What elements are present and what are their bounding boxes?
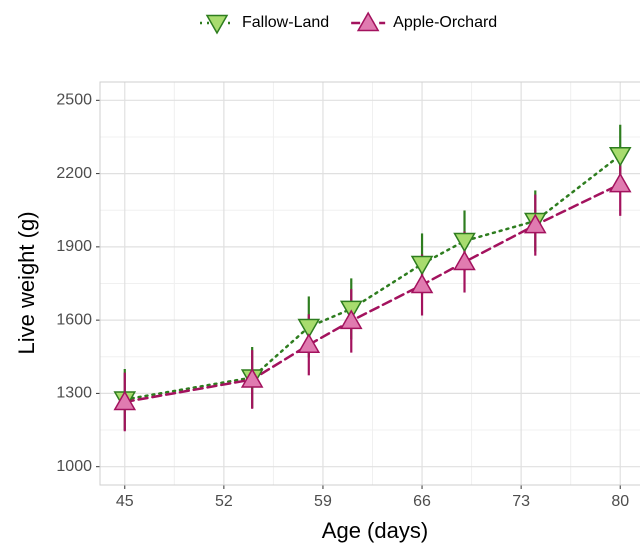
y-axis-label: Live weight (g) [14,211,39,354]
x-tick-label: 80 [611,493,629,510]
marker [523,213,547,234]
y-tick-label: 2500 [56,92,92,109]
y-tick-label: 2200 [56,165,92,182]
legend-label: Fallow-Land [242,14,329,31]
marker [240,367,264,388]
x-tick-label: 66 [413,493,431,510]
marker [410,273,434,294]
marker [453,250,476,271]
legend-marker [205,14,229,35]
marker [339,309,363,330]
series-line [123,154,622,401]
marker [608,147,632,167]
panel-border [99,81,640,486]
legend-label: Apple-Orchard [393,14,497,31]
legend-marker [356,11,380,32]
marker [410,255,434,276]
y-tick-label: 1300 [56,385,92,402]
marker [297,333,321,354]
x-tick-label: 45 [116,493,134,510]
marker [113,390,137,411]
x-tick-label: 52 [215,493,233,510]
marker [297,318,321,339]
y-tick-label: 1900 [56,238,92,255]
series-line [123,182,622,404]
y-tick-label: 1000 [56,458,92,475]
x-axis-label: Age (days) [322,518,428,543]
marker [608,172,632,193]
x-tick-label: 59 [314,493,332,510]
y-tick-label: 1600 [56,311,92,328]
marker [453,232,476,253]
x-tick-label: 73 [512,493,530,510]
